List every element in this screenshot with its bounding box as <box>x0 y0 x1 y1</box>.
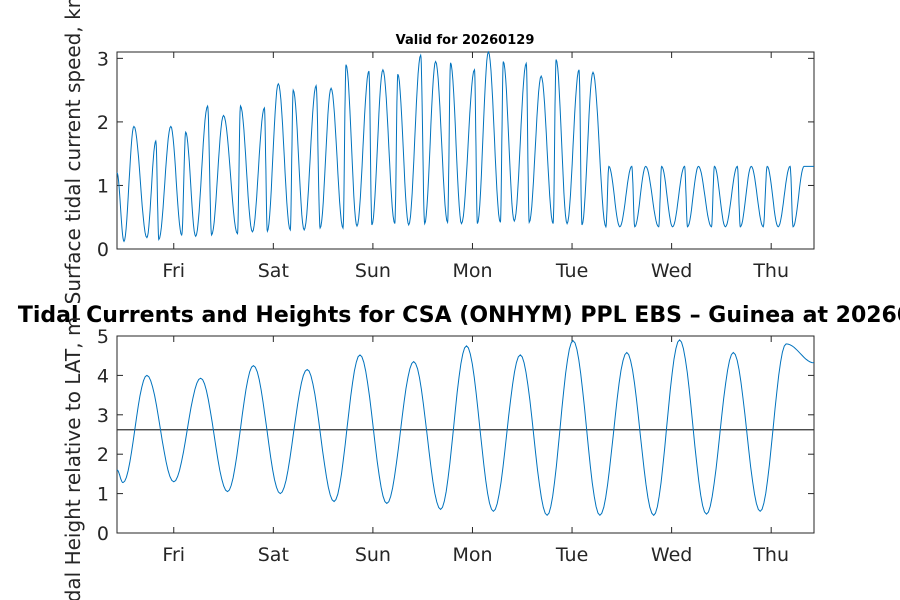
tide-height-ytick-label: 1 <box>97 484 109 506</box>
current-speed-marks: 0 1 2 3 Fri Sat Sun Mon Tue Wed Thu <box>97 48 814 282</box>
current-speed-xtick-label: Mon <box>452 260 492 282</box>
tide-height-ylabel: Tidal Height relative to LAT, m <box>61 317 85 600</box>
current-speed-plot-area <box>116 51 815 250</box>
tide-height-ytick-label: 4 <box>97 365 109 387</box>
current-speed-xtick-label: Wed <box>651 260 692 282</box>
current-speed-xtick-label: Fri <box>162 260 185 282</box>
tide-height-marks: 0 1 2 3 4 5 Fri Sat Sun Mon Tue Wed Thu <box>97 326 815 566</box>
tide-height-xtick-label: Tue <box>555 544 588 566</box>
current-speed-ytick-label: 2 <box>97 112 109 134</box>
current-speed-xtick-label: Sun <box>355 260 391 282</box>
tide-height-ytick-label: 5 <box>97 326 109 348</box>
tide-height-ytick-label: 0 <box>97 523 109 545</box>
current-speed-ylabel: Surface tidal current speed, kn <box>61 0 85 304</box>
tide-height-chart-title: Tidal Currents and Heights for CSA (ONHY… <box>18 303 900 328</box>
tide-height-xtick-label: Fri <box>162 544 185 566</box>
tide-height-xtick-label: Thu <box>752 544 789 566</box>
current-speed-xtick-label: Tue <box>555 260 588 282</box>
tide-height-xtick-label: Wed <box>651 544 692 566</box>
current-speed-xtick-label: Sat <box>258 260 289 282</box>
current-speed-ytick-label: 3 <box>97 48 109 70</box>
current-speed-ytick-label: 1 <box>97 175 109 197</box>
tide-height-xtick-label: Mon <box>452 544 492 566</box>
current-speed-panel: Valid for 20260129 0 1 2 3 Fri Sat Sun Mon Tue We… <box>61 0 815 304</box>
tide-height-xtick-label: Sun <box>355 544 391 566</box>
current-speed-ytick-label: 0 <box>97 239 109 261</box>
tide-height-ytick-label: 3 <box>97 405 109 427</box>
tide-height-plot-area <box>116 335 815 534</box>
current-speed-series-line <box>116 50 814 243</box>
tide-height-xtick-label: Sat <box>258 544 289 566</box>
tide-height-panel: Tidal Currents and Heights for CSA (ONHY… <box>18 303 900 600</box>
tide-height-series-line <box>116 339 815 517</box>
current-speed-xtick-label: Thu <box>752 260 789 282</box>
tide-height-ytick-label: 2 <box>97 444 109 466</box>
current-speed-chart-title: Valid for 20260129 <box>396 33 535 48</box>
